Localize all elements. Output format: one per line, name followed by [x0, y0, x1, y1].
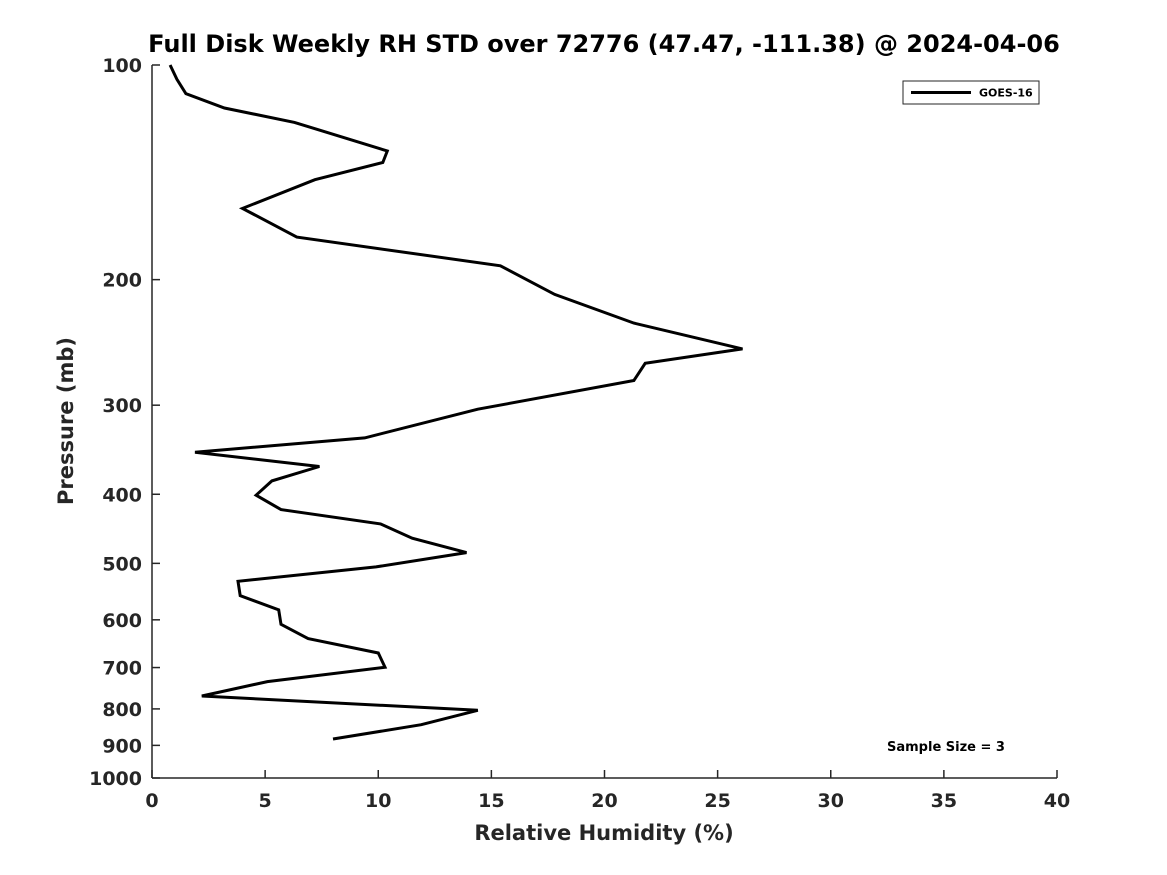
x-tick-label: 35	[931, 790, 957, 812]
y-tick-label: 300	[102, 395, 142, 417]
y-tick-label: 900	[102, 735, 142, 757]
legend: GOES-16	[902, 80, 1040, 105]
x-ticks: 0 5 10 15 20 25 30 35 40	[145, 770, 1070, 812]
y-tick-label: 500	[102, 553, 142, 575]
y-tick-label: 800	[102, 699, 142, 721]
x-tick-label: 5	[259, 790, 272, 812]
series-line-goes-16	[168, 64, 743, 741]
x-tick-label: 30	[818, 790, 844, 812]
y-ticks: 100 200 300 400 500 600 700 800 900 1000	[89, 55, 160, 790]
y-tick-label: 1000	[89, 768, 142, 790]
x-axis-label: Relative Humidity (%)	[474, 821, 733, 845]
x-tick-label: 25	[704, 790, 730, 812]
y-tick-label: 100	[102, 55, 142, 77]
legend-label: GOES-16	[979, 87, 1033, 100]
x-tick-label: 40	[1044, 790, 1070, 812]
y-tick-label: 200	[102, 270, 142, 292]
y-tick-label: 400	[102, 484, 142, 506]
y-tick-label: 600	[102, 610, 142, 632]
x-tick-label: 20	[591, 790, 617, 812]
x-tick-label: 10	[365, 790, 391, 812]
y-tick-label: 700	[102, 658, 142, 680]
chart-title: Full Disk Weekly RH STD over 72776 (47.4…	[148, 30, 1060, 58]
x-tick-label: 0	[145, 790, 158, 812]
x-tick-label: 15	[478, 790, 504, 812]
y-axis-label: Pressure (mb)	[54, 337, 78, 505]
axes	[151, 65, 1057, 779]
sample-size-note: Sample Size = 3	[887, 740, 1005, 755]
